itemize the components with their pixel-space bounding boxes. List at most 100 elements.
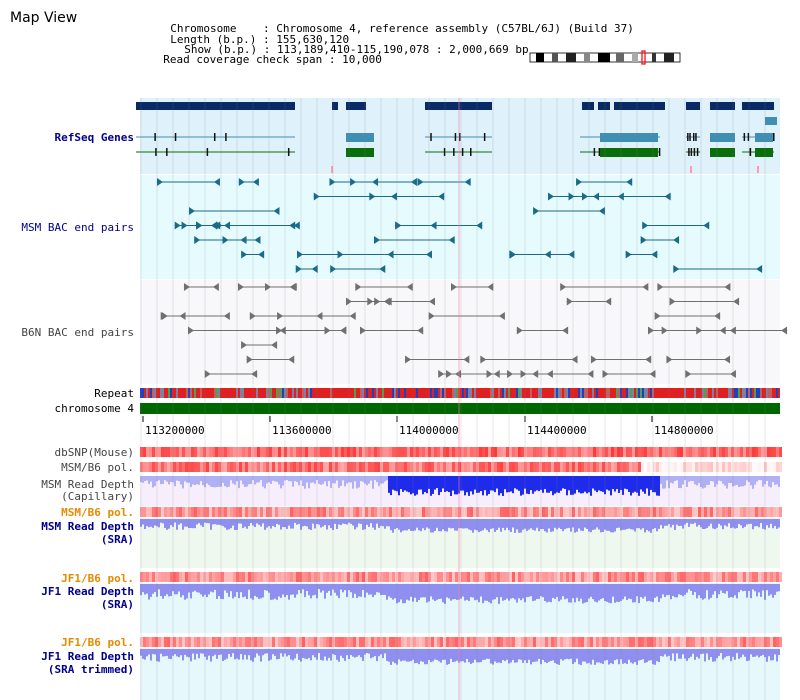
heat-bin (626, 572, 629, 582)
heat-bin (608, 507, 611, 517)
heat-bin (518, 447, 521, 457)
depth-bin (486, 649, 488, 659)
heat-bin (263, 507, 266, 517)
depth-bin (398, 649, 400, 660)
depth-bin (320, 519, 322, 528)
heat-bin (359, 637, 362, 647)
heat-bin (317, 462, 320, 472)
repeat-bin (500, 388, 502, 398)
gene-block (136, 102, 295, 110)
heat-bin (398, 447, 401, 457)
bac-end-marker (486, 370, 493, 378)
heat-bin (551, 447, 554, 457)
depth-bin (310, 584, 312, 599)
depth-bin (202, 584, 204, 597)
heat-bin (302, 572, 305, 582)
heat-bin (665, 507, 668, 517)
depth-bin (506, 584, 508, 599)
depth-bin (382, 476, 384, 484)
heat-bin (581, 462, 584, 472)
repeat-bin (486, 388, 488, 398)
heat-bin (746, 572, 749, 582)
repeat-bin (312, 388, 314, 398)
gene-exon (174, 133, 177, 141)
heat-bin (422, 447, 425, 457)
bac-end-marker (703, 221, 710, 230)
depth-bin (392, 649, 394, 662)
depth-bin (474, 519, 476, 530)
heat-bin (728, 572, 731, 582)
repeat-bin (410, 388, 412, 398)
depth-bin (226, 476, 228, 488)
depth-bin (464, 584, 466, 601)
bac-end-marker (395, 221, 402, 230)
bac-end-marker (238, 178, 245, 186)
depth-bin (734, 519, 736, 529)
depth-bin (610, 584, 612, 604)
heat-bin (143, 507, 146, 517)
b6n-bac-track[interactable] (160, 283, 788, 378)
heat-bin (449, 447, 452, 457)
depth-bin (656, 519, 658, 532)
depth-bin (566, 584, 568, 599)
depth-bin (724, 584, 726, 594)
heat-bin (179, 447, 182, 457)
depth-bin (654, 476, 656, 493)
heat-bin (173, 447, 176, 457)
depth-bin (340, 649, 342, 656)
bac-end-marker (714, 312, 721, 320)
depth-bin (608, 584, 610, 603)
depth-bin (152, 476, 154, 488)
depth-bin (610, 519, 612, 533)
depth-bin (764, 519, 766, 530)
repeat-bin (526, 388, 528, 398)
depth-bin (296, 519, 298, 525)
heat-bin (746, 637, 749, 647)
refseq-genes-label[interactable]: RefSeq Genes (54, 131, 134, 144)
heat-bin (200, 572, 203, 582)
heat-bin (140, 572, 143, 582)
depth-bin (432, 649, 434, 662)
depth-bin (454, 476, 456, 495)
bac-end-marker (448, 236, 455, 244)
heat-bin (218, 572, 221, 582)
depth-bin (484, 476, 486, 491)
refseq-gene-track[interactable] (136, 102, 777, 173)
depth-bin (468, 519, 470, 530)
heat-bin (224, 572, 227, 582)
heat-bin (302, 637, 305, 647)
heat-bin (230, 572, 233, 582)
heat-bin (656, 572, 659, 582)
heat-bin (284, 462, 287, 472)
heat-bin (539, 572, 542, 582)
gene-exon (206, 148, 209, 156)
heat-bin (713, 447, 716, 457)
heat-bin (662, 462, 665, 472)
bac-end-marker (669, 297, 676, 306)
depth-bin (654, 584, 656, 598)
depth-bin (324, 584, 326, 599)
depth-bin (630, 649, 632, 663)
repeat-bin (572, 388, 574, 398)
heat-bin (656, 507, 659, 517)
repeat-bin (624, 388, 626, 398)
heat-bin (293, 462, 296, 472)
depth-bin (360, 584, 362, 597)
chromosome-ideogram[interactable] (529, 50, 681, 65)
depth-bin (764, 476, 766, 485)
repeat-bin (300, 388, 302, 398)
depth-bin (602, 649, 604, 664)
repeat-bin (642, 388, 644, 398)
depth-bin (168, 649, 170, 659)
heat-bin (620, 637, 623, 647)
heat-bin (653, 447, 656, 457)
depth-bin (740, 649, 742, 658)
depth-bin (290, 519, 292, 529)
depth-bin (436, 476, 438, 489)
depth-bin (720, 649, 722, 654)
msm-bac-track[interactable] (156, 178, 763, 273)
heat-bin (254, 572, 257, 582)
heat-bin (737, 507, 740, 517)
depth-bin (264, 649, 266, 654)
